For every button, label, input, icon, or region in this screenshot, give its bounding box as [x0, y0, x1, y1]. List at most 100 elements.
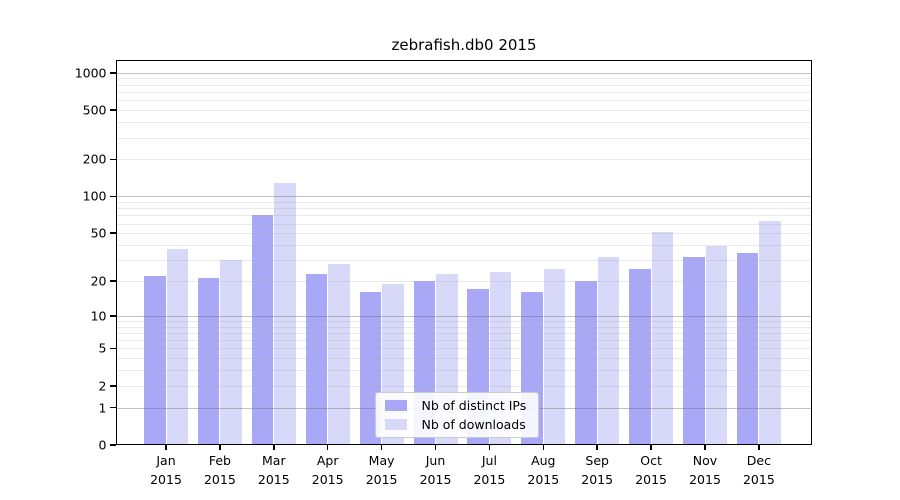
legend-label-downloads: Nb of downloads: [421, 416, 526, 432]
gridline-minor-300: [115, 137, 812, 139]
legend-item-downloads: Nb of downloads: [384, 416, 527, 432]
gridline-minor-7: [115, 332, 812, 334]
bar-distinct-ips-dec: [736, 253, 759, 445]
gridline-minor-5: [115, 348, 812, 350]
y-tick-label-1: 1: [98, 400, 107, 416]
gridline-minor-50: [115, 233, 812, 235]
gridline-minor-30: [115, 260, 812, 261]
legend-item-distinct-ips: Nb of distinct IPs: [384, 397, 527, 413]
bar-downloads-jan: [166, 249, 188, 445]
y-tick-label-100: 100: [82, 188, 107, 204]
x-tick-label-may: May 2015: [365, 453, 398, 487]
x-tick-mark-jul: [488, 445, 491, 450]
x-tick-label-nov: Nov 2015: [689, 453, 721, 487]
gridline-major-10: [115, 315, 812, 317]
y-tick-mark-1: [109, 406, 116, 409]
x-tick-mark-sep: [596, 445, 598, 450]
x-tick-mark-may: [380, 445, 383, 450]
bar-distinct-ips-mar: [251, 214, 274, 445]
plot-area: Nb of distinct IPs Nb of downloads 0 1 2 5 1…: [75, 59, 812, 487]
y-tick-mark-1000: [109, 72, 116, 74]
gridline-minor-6: [115, 340, 812, 342]
gridline-minor-9: [115, 320, 812, 322]
bar-distinct-ips-feb: [197, 278, 220, 445]
x-tick-mark-apr: [326, 445, 329, 450]
y-tick-label-200: 200: [82, 151, 107, 167]
gridline-minor-3: [115, 370, 812, 372]
bar-distinct-ips-nov: [683, 256, 705, 445]
gridline-minor-20: [115, 280, 812, 282]
bar-downloads-nov: [705, 246, 727, 445]
y-tick-label-5: 5: [98, 340, 107, 356]
y-tick-label-10: 10: [90, 308, 107, 324]
bar-downloads-sep: [597, 256, 620, 445]
gridline-minor-800: [115, 84, 812, 86]
bar-distinct-ips-apr: [305, 273, 328, 445]
y-tick-mark-20: [109, 280, 116, 282]
y-tick-mark-10: [109, 315, 116, 317]
legend-swatch-downloads-icon: [384, 418, 407, 430]
x-tick-mark-dec: [758, 445, 760, 450]
x-tick-mark-mar: [273, 445, 275, 450]
legend-label-distinct-ips: Nb of distinct IPs: [421, 397, 527, 413]
y-tick-mark-5: [109, 347, 116, 350]
x-tick-label-jul: Jul 2015: [473, 453, 506, 487]
x-tick-mark-oct: [650, 445, 652, 450]
gridline-minor-600: [115, 100, 812, 102]
gridline-minor-8: [115, 326, 812, 328]
x-tick-mark-aug: [542, 445, 545, 450]
x-tick-label-oct: Oct 2015: [635, 453, 667, 487]
x-tick-label-jan: Jan 2015: [150, 453, 182, 487]
y-tick-mark-0: [109, 444, 116, 446]
legend-swatch-distinct-ips-icon: [384, 399, 407, 411]
gridline-minor-4: [115, 358, 812, 360]
gridline-minor-400: [115, 122, 812, 123]
gridline-minor-700: [115, 91, 812, 93]
x-tick-label-aug: Aug 2015: [527, 453, 560, 487]
gridline-minor-2: [115, 385, 812, 387]
y-tick-label-50: 50: [90, 225, 107, 241]
gridline-minor-200: [115, 159, 812, 161]
y-tick-label-20: 20: [90, 273, 107, 289]
x-tick-label-mar: Mar 2015: [257, 453, 290, 487]
gridline-minor-900: [115, 78, 812, 80]
gridline-minor-70: [115, 215, 812, 217]
x-tick-label-sep: Sep 2015: [581, 453, 614, 487]
bar-downloads-aug: [543, 269, 566, 445]
x-tick-mark-nov: [704, 445, 706, 450]
bar-downloads-feb: [220, 260, 242, 445]
y-tick-label-2: 2: [98, 378, 107, 394]
chart-title: zebrafish.db0 2015: [391, 36, 537, 54]
y-tick-mark-2: [109, 385, 116, 387]
bar-downloads-oct: [651, 232, 674, 445]
gridline-major-100: [115, 196, 812, 198]
x-tick-mark-feb: [219, 445, 221, 450]
bar-downloads-dec: [759, 220, 781, 445]
bar-downloads-mar: [274, 183, 296, 445]
bar-distinct-ips-jan: [144, 276, 166, 445]
y-tick-label-1000: 1000: [74, 65, 107, 81]
gridline-minor-60: [115, 223, 812, 225]
bar-downloads-apr: [328, 263, 350, 445]
x-tick-label-dec: Dec 2015: [742, 453, 775, 487]
y-tick-mark-500: [109, 109, 116, 111]
x-tick-mark-jun: [434, 445, 437, 450]
y-tick-mark-200: [109, 158, 116, 160]
x-tick-mark-jan: [165, 445, 167, 450]
gridline-minor-80: [115, 208, 812, 210]
y-tick-label-500: 500: [82, 102, 107, 118]
bar-distinct-ips-sep: [575, 280, 597, 445]
x-tick-label-apr: Apr 2015: [311, 453, 344, 487]
y-tick-label-0: 0: [98, 437, 107, 453]
x-tick-label-feb: Feb 2015: [203, 453, 236, 487]
y-tick-mark-100: [109, 195, 116, 198]
legend: Nb of distinct IPs Nb of downloads: [374, 391, 540, 438]
gridline-minor-500: [115, 110, 812, 111]
bar-distinct-ips-oct: [629, 269, 651, 445]
y-tick-mark-50: [109, 232, 116, 234]
gridline-minor-90: [115, 201, 812, 203]
gridline-major-1000: [115, 72, 812, 74]
gridline-minor-40: [115, 244, 812, 246]
x-tick-label-jun: Jun 2015: [419, 453, 452, 487]
